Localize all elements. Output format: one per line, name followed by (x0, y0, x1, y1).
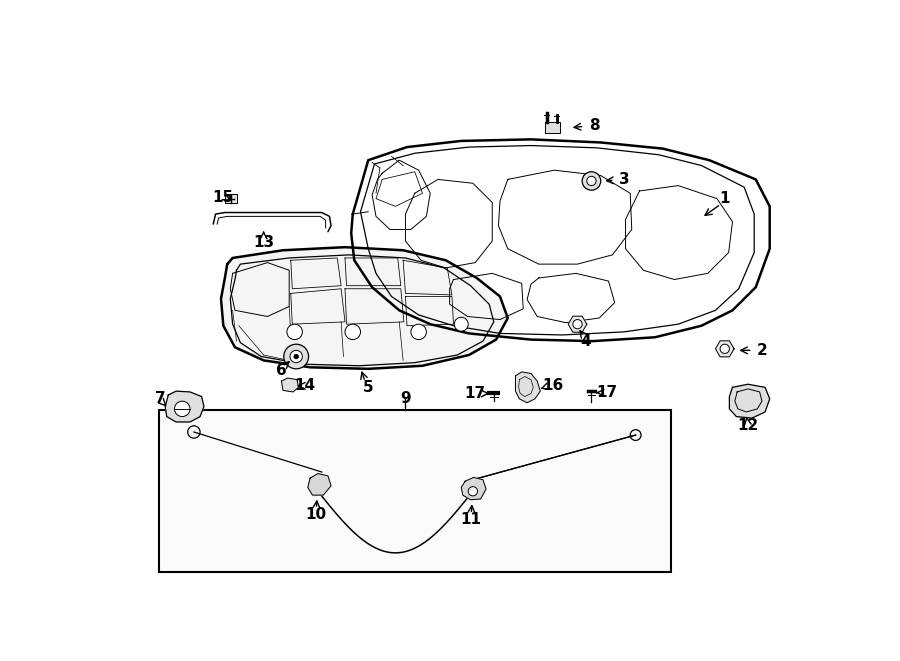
Circle shape (587, 176, 596, 186)
Text: 3: 3 (618, 172, 629, 187)
Polygon shape (716, 341, 734, 357)
Circle shape (468, 486, 478, 496)
Text: 9: 9 (400, 391, 410, 407)
Polygon shape (282, 378, 299, 392)
Circle shape (284, 344, 309, 369)
Text: 5: 5 (363, 380, 374, 395)
Text: 10: 10 (305, 507, 326, 522)
Circle shape (573, 319, 582, 329)
Text: 17: 17 (597, 385, 617, 400)
Text: 16: 16 (542, 378, 563, 393)
Circle shape (287, 324, 302, 340)
Polygon shape (308, 473, 331, 495)
Circle shape (411, 324, 427, 340)
Circle shape (293, 354, 299, 359)
Text: 6: 6 (276, 363, 287, 378)
Polygon shape (729, 384, 769, 418)
Polygon shape (461, 477, 486, 500)
Text: 2: 2 (757, 343, 768, 358)
Text: 11: 11 (460, 512, 481, 527)
Circle shape (582, 172, 601, 190)
Polygon shape (568, 316, 587, 332)
Bar (225, 194, 238, 204)
Text: 4: 4 (580, 334, 590, 348)
Text: 14: 14 (294, 378, 315, 393)
Circle shape (290, 350, 302, 363)
Polygon shape (516, 372, 540, 403)
Bar (159, 410, 670, 572)
Text: 12: 12 (737, 418, 759, 434)
Text: 17: 17 (464, 386, 486, 401)
Text: 1: 1 (719, 191, 730, 206)
Text: 13: 13 (253, 235, 274, 250)
Bar (545, 122, 561, 134)
Polygon shape (166, 391, 204, 422)
Text: 15: 15 (212, 190, 233, 205)
Circle shape (454, 317, 468, 331)
Circle shape (720, 344, 729, 354)
Circle shape (175, 401, 190, 416)
Polygon shape (221, 247, 508, 369)
Circle shape (345, 324, 361, 340)
Text: 8: 8 (590, 118, 600, 133)
Text: 7: 7 (155, 391, 166, 407)
